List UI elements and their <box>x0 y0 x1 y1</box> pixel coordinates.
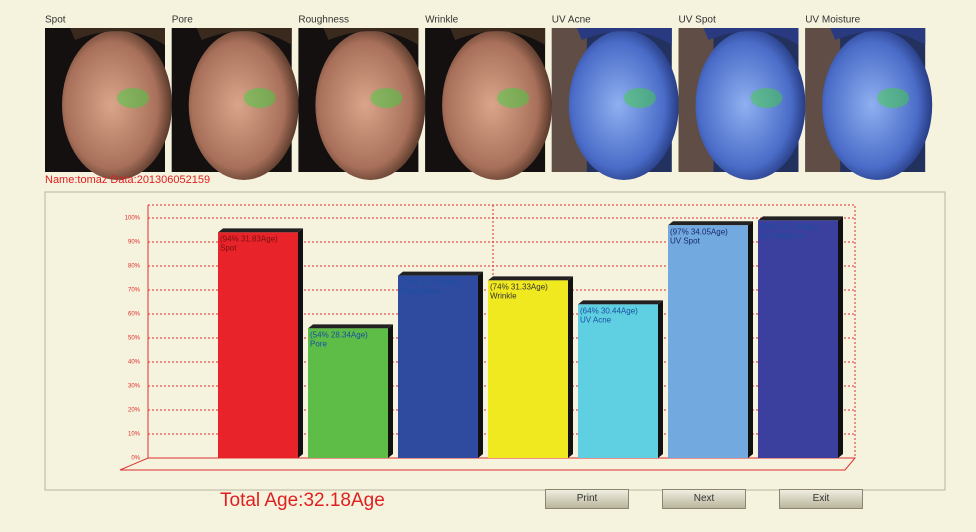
patient-info: Name:tomaz Data:201306052159 <box>45 174 210 186</box>
y-tick-label: 10% <box>128 432 141 438</box>
y-tick-label: 30% <box>128 384 141 390</box>
face <box>696 30 806 180</box>
face <box>315 30 425 180</box>
y-tick-label: 60% <box>128 312 141 318</box>
panel-label: Wrinkle <box>425 15 459 26</box>
bar-category: Spot <box>220 244 237 253</box>
face <box>822 30 932 180</box>
total-age: Total Age:32.18Age <box>220 490 385 511</box>
value-label: (54% 28.34Age) <box>310 331 368 340</box>
bar-side <box>748 221 753 458</box>
y-tick-label: 40% <box>128 360 141 366</box>
panel-label: Pore <box>172 15 194 26</box>
canvas: Spot Pore Roughness Wrinkle UV Acne UV Spot UV… <box>0 0 976 532</box>
value-label: (97% 34.05Age) <box>670 227 728 236</box>
bar-chart: 0% 10% 20% 30% 40% 50% 60% 70% 80% 90% 100% (94% 31… <box>125 216 855 462</box>
analysis-overlay <box>244 88 276 108</box>
face <box>62 30 172 180</box>
bar-top <box>488 276 573 280</box>
button[interactable]: Exit <box>779 489 863 509</box>
y-tick-label: 0% <box>131 456 140 462</box>
panel-label: Spot <box>45 15 66 26</box>
y-tick-label: 80% <box>128 264 141 270</box>
bar-side <box>568 276 573 458</box>
bar-category: Wrinkle <box>490 292 517 301</box>
face <box>189 30 299 180</box>
panel-label: Roughness <box>298 15 349 26</box>
bar-top <box>578 300 663 304</box>
bar-top <box>218 228 303 232</box>
bar <box>758 220 838 458</box>
bar-category: UV Moisture <box>760 232 805 241</box>
bar-side <box>298 228 303 458</box>
bar <box>668 225 748 458</box>
bar-top <box>668 221 753 225</box>
face <box>569 30 679 180</box>
bar-category: Roughness <box>400 287 440 296</box>
bar-category: Pore <box>310 340 327 349</box>
value-label: (99% 35.10Age) <box>760 223 818 232</box>
button[interactable]: Print <box>545 489 629 509</box>
face <box>442 30 552 180</box>
bar <box>488 280 568 458</box>
analysis-overlay <box>751 88 783 108</box>
analysis-overlay <box>877 88 909 108</box>
analysis-overlay <box>624 88 656 108</box>
value-label: (94% 31.83Age) <box>220 235 278 244</box>
bar-category: UV Acne <box>580 316 612 325</box>
analysis-overlay <box>497 88 529 108</box>
app-window: Spot Pore Roughness Wrinkle UV Acne UV Spot UV… <box>0 0 976 532</box>
chart-floor <box>120 458 855 470</box>
panel-label: UV Moisture <box>805 15 860 26</box>
bar-side <box>838 216 843 458</box>
thumbnails: Spot Pore Roughness Wrinkle UV Acne UV Spot UV… <box>45 15 932 180</box>
bar-top <box>758 216 843 220</box>
value-label: (76% 31.75Age) <box>400 278 458 287</box>
panel-label: UV Acne <box>552 15 591 26</box>
bar <box>398 276 478 458</box>
analysis-overlay <box>117 88 149 108</box>
bar-side <box>478 272 483 458</box>
bar-category: UV Spot <box>670 236 701 245</box>
value-label: (74% 31.33Age) <box>490 283 548 292</box>
bar <box>218 232 298 458</box>
y-tick-label: 50% <box>128 336 141 342</box>
y-tick-label: 70% <box>128 288 141 294</box>
bar-top <box>398 272 483 276</box>
value-label: (64% 30.44Age) <box>580 307 638 316</box>
bar-top <box>308 324 393 328</box>
bar-side <box>658 300 663 458</box>
y-tick-label: 100% <box>125 216 141 222</box>
y-tick-label: 90% <box>128 240 141 246</box>
bar <box>578 304 658 458</box>
y-tick-label: 20% <box>128 408 141 414</box>
panel-label: UV Spot <box>679 15 716 26</box>
analysis-overlay <box>370 88 402 108</box>
button[interactable]: Next <box>662 489 746 509</box>
bar-side <box>388 324 393 458</box>
